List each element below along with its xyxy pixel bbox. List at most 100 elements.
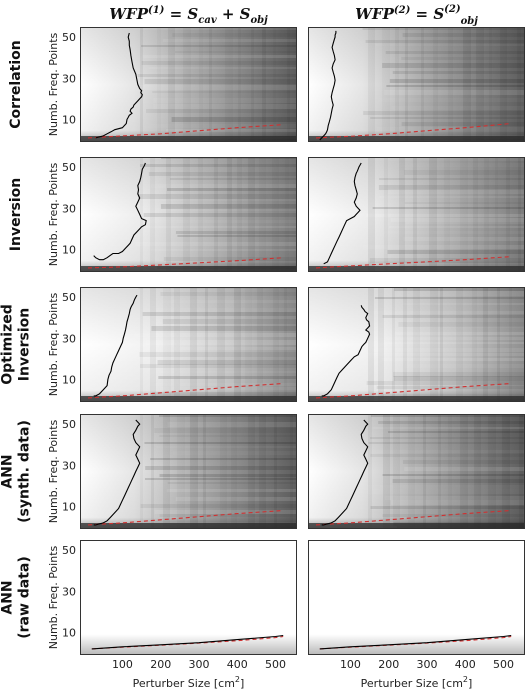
- x-tick-label: 300: [416, 658, 437, 671]
- y-tick-label: 10: [62, 500, 76, 513]
- title-part-base: WFP: [355, 5, 394, 23]
- panel-frame: [80, 540, 297, 655]
- panel-frame: [80, 414, 297, 529]
- black-contour-line: [93, 294, 138, 397]
- x-axis-label-text: Perturber Size [cm: [133, 677, 235, 690]
- y-tick-label: 10: [62, 243, 76, 256]
- black-contour-line: [321, 305, 371, 397]
- title-part-sup: (1): [148, 5, 165, 16]
- black-contour-line: [321, 419, 369, 526]
- column-titles: WFP(1) = Scav + Sobj WFP(2) = S(2)obj: [109, 4, 478, 27]
- y-tick-label: 30: [62, 202, 76, 215]
- title-part-rest: = S: [410, 5, 444, 23]
- x-axis-label-sup: 2: [235, 675, 240, 684]
- panel-frame: [308, 414, 525, 529]
- title-part-sub1: cav: [198, 15, 217, 26]
- red-threshold-line: [87, 382, 284, 399]
- red-threshold-line: [87, 509, 284, 526]
- panel-frame: [308, 27, 525, 142]
- black-contour-line: [93, 419, 141, 526]
- y-tick-label: 30: [62, 459, 76, 472]
- title-part-sub2: obj: [251, 15, 269, 26]
- x-tick-label: 500: [493, 658, 514, 671]
- y-tick-label: 30: [62, 585, 76, 598]
- y-tick-label: 50: [62, 291, 76, 304]
- title-part-sub2: obj: [461, 16, 479, 27]
- panel-frame: [308, 540, 525, 655]
- row-label-1-line-0: Inversion: [8, 178, 24, 251]
- y-tick-label: 50: [62, 161, 76, 174]
- y-tick-label: 10: [62, 626, 76, 639]
- x-tick-label: 100: [340, 658, 361, 671]
- y-tick-label: 50: [62, 31, 76, 44]
- row-label-2-line-0: Optimized: [0, 304, 16, 384]
- red-threshold-line: [87, 257, 284, 269]
- row-label-4-line-1: (raw data): [17, 556, 33, 639]
- row-label-4-line-0: ANN: [0, 580, 16, 614]
- panel-r4-c1: 103050100200300400500: [308, 540, 525, 671]
- black-contour-line: [319, 30, 337, 141]
- y-axis-label: Numb. Freq. Points: [47, 32, 60, 136]
- y-tick-label: 50: [62, 544, 76, 557]
- x-tick-label: 200: [150, 658, 171, 671]
- y-axis-label: Numb. Freq. Points: [47, 292, 60, 396]
- black-contour-line: [93, 162, 147, 261]
- red-threshold-line: [87, 124, 284, 139]
- title-part-base: WFP: [109, 5, 148, 23]
- x-tick-label: 100: [112, 658, 133, 671]
- panel-frame: [80, 287, 297, 402]
- x-tick-label: 200: [378, 658, 399, 671]
- x-tick-label: 500: [265, 658, 286, 671]
- title-part-plus: + S: [217, 5, 251, 23]
- x-axis-label-end: ]: [468, 677, 472, 690]
- y-tick-label: 30: [62, 72, 76, 85]
- red-threshold-line: [315, 256, 512, 269]
- x-axis-label-2: Perturber Size [cm2]: [361, 675, 473, 690]
- panel-frame: [80, 27, 297, 142]
- row-label-3-line-1: (synth. data): [17, 420, 33, 523]
- x-axis-label-sup: 2: [463, 675, 468, 684]
- title-part-rest: = S: [164, 5, 198, 23]
- black-contour-line: [323, 162, 362, 265]
- panel-frame: [308, 287, 525, 402]
- y-tick-label: 10: [62, 373, 76, 386]
- y-axis-label: Numb. Freq. Points: [47, 545, 60, 649]
- panel-frame: [308, 157, 525, 272]
- y-axis-label: Numb. Freq. Points: [47, 419, 60, 523]
- red-threshold-line: [315, 122, 512, 139]
- x-tick-label: 300: [188, 658, 209, 671]
- row-label-3-line-0: ANN: [0, 454, 16, 488]
- y-tick-label: 10: [62, 113, 76, 126]
- y-tick-label: 50: [62, 418, 76, 431]
- title-part-sup2: (2): [444, 4, 461, 15]
- black-contour-line: [91, 634, 284, 650]
- column-title-1: WFP(1) = Scav + Sobj: [109, 5, 268, 26]
- black-contour-line: [95, 32, 143, 139]
- x-axis-label-1: Perturber Size [cm2]: [133, 675, 245, 690]
- red-threshold-line: [315, 509, 512, 526]
- column-title-2: WFP(2) = S(2)obj: [355, 4, 478, 27]
- row-label-2-line-1: Inversion: [17, 308, 33, 381]
- y-axis-label: Numb. Freq. Points: [47, 162, 60, 266]
- black-contour-line: [319, 634, 512, 650]
- x-tick-label: 400: [455, 658, 476, 671]
- title-part-sup: (2): [394, 5, 411, 16]
- x-tick-label: 400: [227, 658, 248, 671]
- panel-frame: [80, 157, 297, 272]
- x-axis-labels: Perturber Size [cm2] Perturber Size [cm2]: [133, 675, 473, 690]
- x-axis-label-text: Perturber Size [cm: [361, 677, 463, 690]
- red-threshold-line: [315, 382, 512, 399]
- x-axis-label-end: ]: [240, 677, 244, 690]
